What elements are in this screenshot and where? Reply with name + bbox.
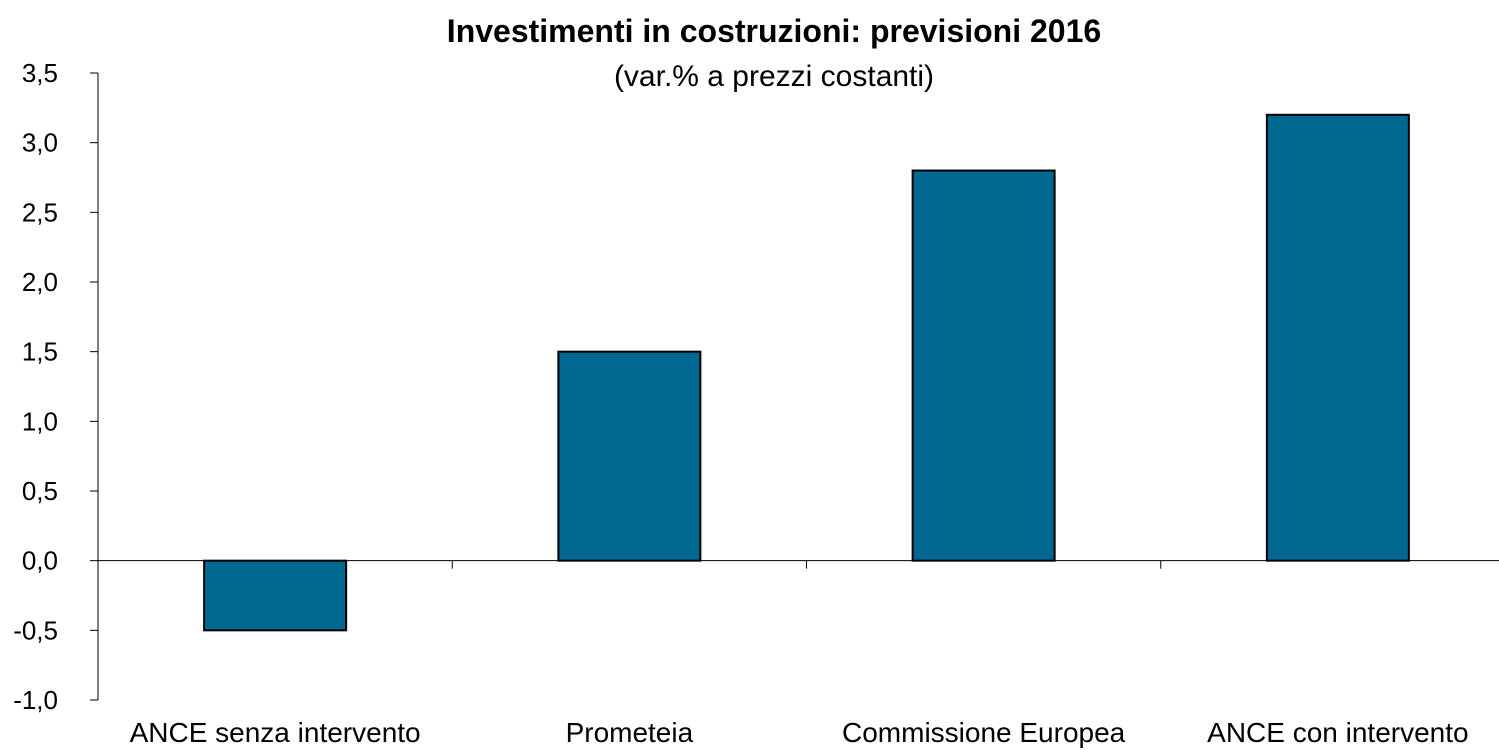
x-category-labels: ANCE senza intervento Prometeia Commission…	[130, 717, 1469, 748]
y-tick-label: 1,0	[22, 406, 58, 436]
y-tick-label: 1,5	[22, 337, 58, 367]
chart-title: Investimenti in costruzioni: previsioni …	[447, 13, 1101, 49]
bar	[1265, 113, 1410, 562]
bar	[203, 559, 348, 632]
y-tick-label: 3,5	[22, 58, 58, 88]
x-category-label: Commissione Europea	[842, 717, 1126, 748]
y-tick-label: 0,0	[22, 546, 58, 576]
y-tick-label: -1,0	[13, 685, 58, 715]
y-tick-label: 2,0	[22, 267, 58, 297]
y-tick-label: -0,5	[13, 615, 58, 645]
bar	[911, 169, 1056, 562]
bars-group	[203, 113, 1410, 632]
x-category-label: ANCE con intervento	[1207, 717, 1468, 748]
bar	[557, 350, 702, 562]
x-category-label: Prometeia	[566, 717, 694, 748]
y-tick-label: 0,5	[22, 476, 58, 506]
y-tick-label: 2,5	[22, 197, 58, 227]
x-category-label: ANCE senza intervento	[130, 717, 421, 748]
y-tick-label: 3,0	[22, 128, 58, 158]
y-tick-labels: 3,5 3,0 2,5 2,0 1,5 1,0 0,5 0,0 -0,5 -1,0	[13, 58, 58, 715]
y-axis	[90, 72, 99, 701]
chart-subtitle: (var.% a prezzi costanti)	[614, 60, 934, 93]
